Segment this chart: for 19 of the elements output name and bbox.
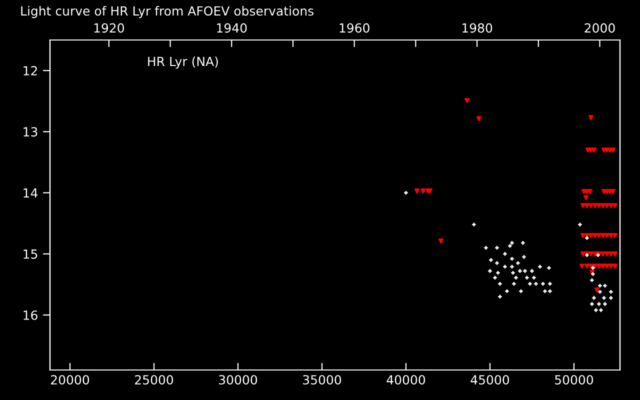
y-tick-label: 12 — [24, 66, 37, 76]
x2-tick-label: 1940 — [217, 23, 247, 33]
x-tick-label: 50000 — [555, 375, 594, 385]
y-tick-label: 14 — [24, 188, 38, 198]
x2-tick-label: 1920 — [94, 23, 124, 33]
y-tick-label: 13 — [24, 127, 38, 137]
x2-tick-label: 1980 — [462, 23, 492, 33]
x-tick-label: 40000 — [386, 375, 426, 385]
x2-tick-label: 1960 — [340, 23, 370, 33]
x-tick-label: 30000 — [219, 375, 258, 385]
y-tick-label: 16 — [24, 310, 38, 320]
x-tick-label: 45000 — [470, 375, 510, 385]
x-tick-label: 25000 — [135, 375, 174, 385]
x-tick-label: 35000 — [303, 375, 342, 385]
annotation: HR Lyr (NA) — [148, 56, 218, 69]
y-tick-label: 15 — [24, 250, 38, 259]
x2-tick-label: 2000 — [584, 23, 615, 33]
chart-title: Light curve of HR Lyr from AFOEV observations — [21, 6, 314, 18]
x-tick-label: 20000 — [51, 375, 90, 385]
